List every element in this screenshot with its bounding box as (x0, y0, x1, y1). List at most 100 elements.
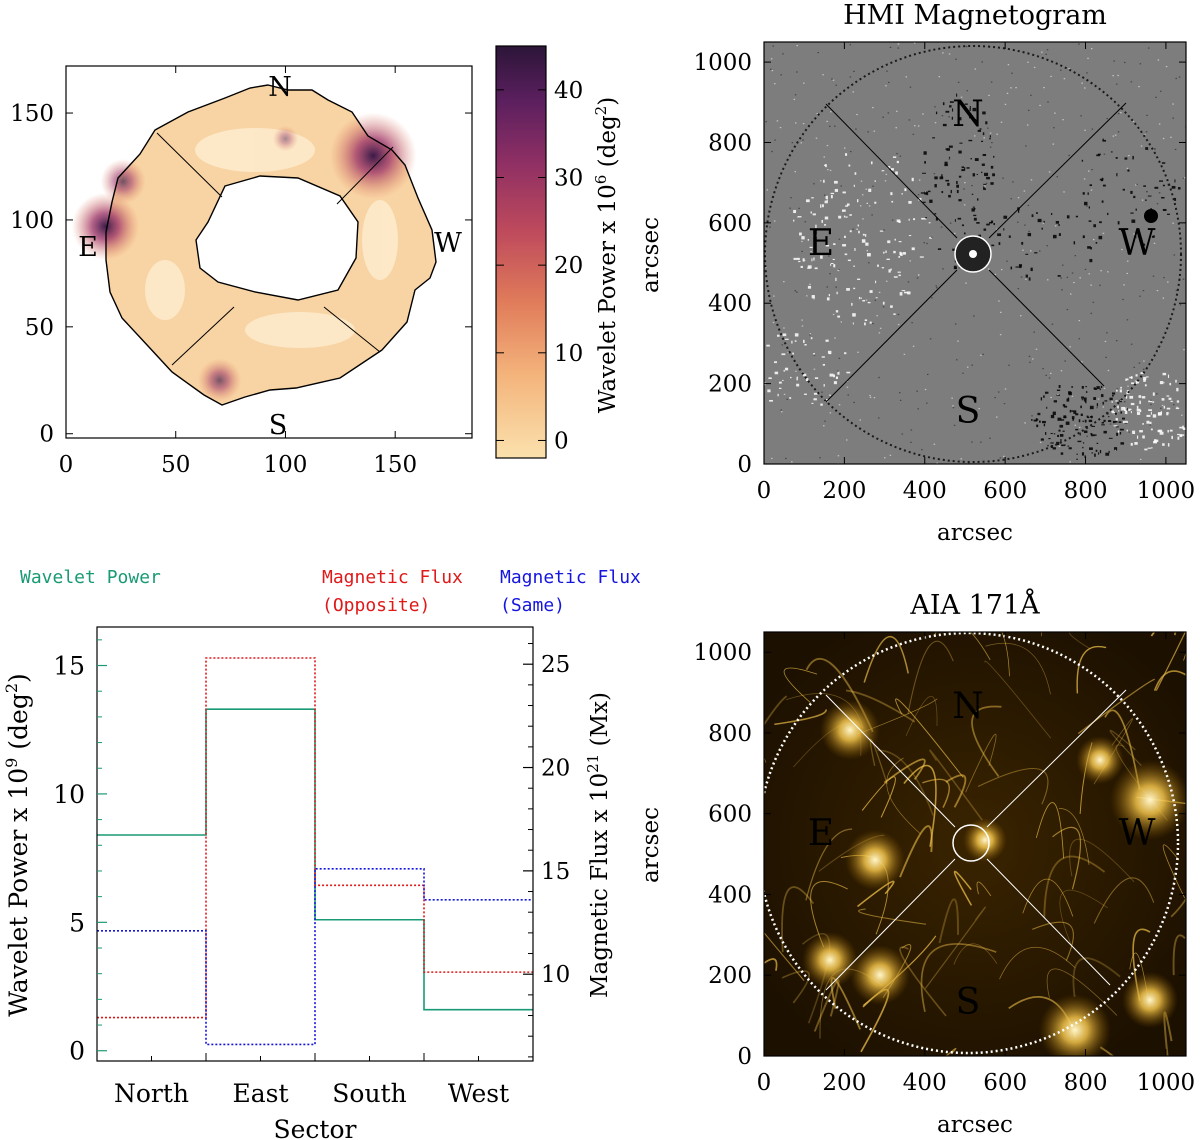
hmi-network-pixel (985, 182, 988, 184)
hmi-network-pixel (878, 291, 881, 294)
hmi-flux-pixel (924, 161, 926, 164)
hmi-flux-pixel (1058, 385, 1061, 388)
hmi-flux-pixel (1115, 420, 1118, 423)
hmi-network-pixel (934, 122, 937, 124)
hmi-flux-pixel (1075, 428, 1079, 431)
hmi-flux-pixel (1057, 434, 1060, 437)
hmi-network-pixel (1156, 289, 1159, 292)
hmi-flux-pixel (864, 234, 867, 237)
x-tick-label: 1000 (1137, 478, 1196, 504)
hmi-flux-pixel (972, 173, 976, 177)
hmi-flux-pixel (947, 182, 950, 186)
hmi-flux-pixel (929, 199, 933, 203)
hmi-network-pixel (819, 180, 822, 182)
hmi-network-pixel (794, 290, 797, 292)
x-tick-label: 400 (903, 478, 947, 504)
y-tick-label: 400 (708, 882, 752, 908)
hmi-flux-pixel (954, 267, 957, 269)
hmi-network-pixel (1090, 312, 1093, 314)
hmi-network-pixel (917, 125, 920, 127)
hmi-flux-pixel (1056, 441, 1060, 446)
hmi-network-pixel (1117, 113, 1120, 115)
hmi-network-pixel (1084, 268, 1087, 271)
hmi-flux-pixel (1115, 418, 1118, 421)
hmi-flux-pixel (1144, 384, 1147, 387)
hmi-flux-pixel (997, 233, 1002, 237)
hmi-flux-pixel (969, 116, 973, 119)
hmi-x-axis-label: arcsec (937, 520, 1013, 546)
hmi-network-pixel (800, 142, 803, 144)
hmi-network-pixel (926, 402, 928, 404)
hmi-flux-pixel (1036, 212, 1038, 214)
hmi-flux-pixel (1084, 201, 1088, 206)
hmi-network-pixel (1106, 332, 1108, 334)
hmi-network-pixel (1071, 272, 1074, 274)
hmi-network-pixel (1174, 148, 1177, 151)
hmi-flux-pixel (1136, 380, 1140, 384)
aia-bright-region (850, 945, 910, 1005)
hmi-limb-circle (764, 45, 1182, 463)
hmi-network-pixel (834, 125, 836, 127)
hmi-flux-pixel (939, 176, 944, 180)
hmi-network-pixel (909, 86, 912, 88)
hmi-network-pixel (1027, 204, 1030, 207)
hmi-network-pixel (941, 115, 944, 117)
hmi-flux-pixel (990, 182, 994, 185)
hmi-network-pixel (1114, 449, 1117, 451)
hmi-flux-pixel (856, 278, 861, 280)
hmi-flux-pixel (918, 274, 920, 276)
hmi-flux-pixel (1048, 437, 1051, 440)
hmi-network-pixel (878, 417, 880, 419)
hmi-network-pixel (834, 337, 836, 339)
y-tick-label: 600 (708, 211, 752, 237)
hmi-flux-pixel (1124, 408, 1127, 412)
hmi-network-pixel (878, 332, 881, 334)
hmi-flux-pixel (1084, 399, 1086, 402)
hmi-flux-pixel (959, 142, 963, 144)
hmi-flux-pixel (1143, 185, 1146, 187)
hmi-network-pixel (872, 322, 874, 325)
hmi-network-pixel (831, 78, 833, 80)
aia-loop (764, 958, 778, 971)
hmi-network-pixel (940, 226, 943, 228)
hmi-flux-pixel (1107, 212, 1109, 216)
y-tick-label: 1000 (693, 640, 752, 666)
hmi-network-pixel (1142, 368, 1145, 370)
hmi-flux-pixel (1159, 431, 1164, 435)
hmi-flux-pixel (1150, 428, 1153, 431)
hmi-network-pixel (899, 399, 902, 401)
hmi-flux-pixel (793, 219, 795, 222)
hmi-flux-pixel (844, 235, 846, 238)
hmi-network-pixel (1182, 177, 1185, 179)
hmi-network-pixel (1183, 349, 1185, 351)
hmi-flux-pixel (972, 206, 975, 208)
hmi-flux-pixel (806, 199, 810, 203)
hmi-network-pixel (787, 351, 789, 354)
hmi-network-pixel (909, 260, 912, 262)
hmi-flux-pixel (1118, 410, 1120, 412)
hmi-network-pixel (868, 262, 870, 264)
hmi-flux-pixel (980, 140, 984, 142)
hmi-network-pixel (823, 194, 826, 196)
hmi-flux-pixel (1102, 184, 1106, 187)
hmi-network-pixel (936, 462, 938, 464)
wavelet-outer-contour (105, 84, 437, 406)
hmi-network-pixel (859, 205, 862, 207)
hmi-flux-pixel (824, 216, 829, 220)
hmi-flux-pixel (1125, 395, 1128, 399)
aia-loop (920, 943, 997, 1012)
hmi-network-pixel (1109, 399, 1111, 401)
hmi-network-pixel (804, 221, 807, 223)
hmi-network-pixel (1024, 422, 1026, 424)
hmi-network-pixel (813, 183, 815, 185)
hmi-network-pixel (813, 354, 816, 356)
hmi-flux-pixel (823, 384, 825, 387)
hmi-network-pixel (1063, 191, 1065, 193)
hmi-flux-pixel (751, 363, 753, 366)
hmi-flux-pixel (992, 173, 996, 177)
hmi-flux-pixel (783, 369, 785, 372)
hmi-network-pixel (897, 323, 900, 326)
hmi-network-pixel (1150, 403, 1152, 406)
hmi-flux-pixel (1017, 209, 1020, 213)
x-tick-label: 1000 (1137, 1070, 1196, 1096)
